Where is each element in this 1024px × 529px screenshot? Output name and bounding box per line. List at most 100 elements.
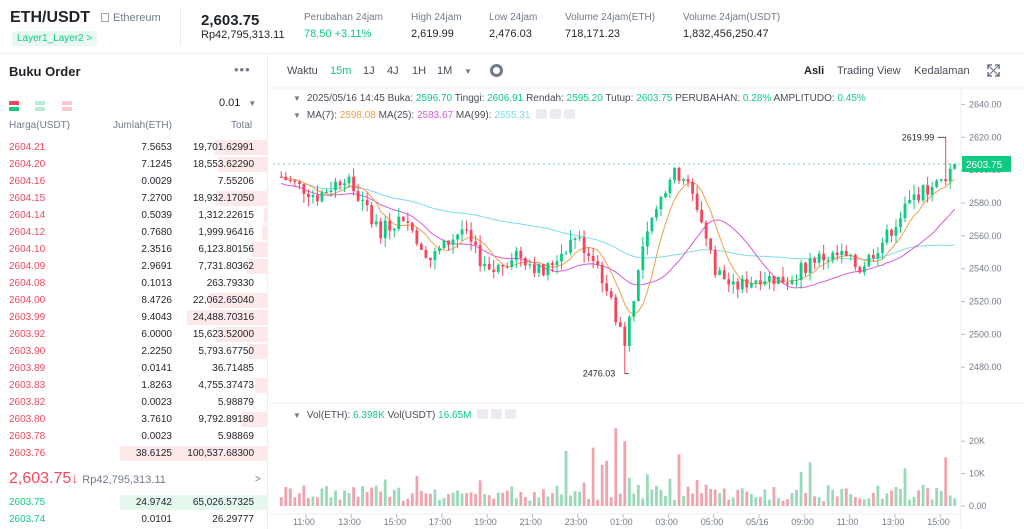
volume-bar <box>731 497 735 506</box>
ask-row[interactable]: 2604.15 7.2700 18,932.17050 <box>0 190 268 207</box>
close-icon[interactable] <box>505 409 517 419</box>
ask-row[interactable]: 2603.99 9.4043 24,488.70316 <box>0 309 268 326</box>
gear-icon[interactable] <box>490 64 503 77</box>
stat-low: Low 24jam 2,476.03 <box>489 12 538 40</box>
ask-row[interactable]: 2604.14 0.5039 1,312.22615 <box>0 207 268 224</box>
candle-body <box>293 180 297 182</box>
ask-row[interactable]: 2604.16 0.0029 7.55206 <box>0 173 268 190</box>
bid-price: 2603.75 <box>9 497 46 508</box>
mode-asks-icon[interactable] <box>61 101 72 111</box>
volume-bar <box>718 493 722 506</box>
mode-bids-icon[interactable] <box>35 101 46 111</box>
ask-row[interactable]: 2603.78 0.0023 5.98869 <box>0 428 268 445</box>
expand-icon[interactable] <box>987 64 1000 77</box>
candle-body <box>514 250 518 260</box>
volume-bar <box>297 493 301 506</box>
tab-15m[interactable]: 15m <box>330 65 352 77</box>
volume-bar <box>944 457 948 506</box>
volume-bar <box>618 493 622 506</box>
more-icon[interactable]: ••• <box>234 62 251 77</box>
candle-body <box>912 194 916 200</box>
settings-icon[interactable] <box>491 409 503 419</box>
volume-bar <box>523 497 527 506</box>
ask-row[interactable]: 2603.92 6.0000 15,623.52000 <box>0 326 268 343</box>
settings-icon[interactable] <box>550 109 562 119</box>
ask-row[interactable]: 2604.21 7.5653 19,701.62991 <box>0 139 268 156</box>
ask-row[interactable]: 2604.09 2.9691 7,731.80362 <box>0 258 268 275</box>
collapse-icon[interactable]: ▼ <box>293 411 301 420</box>
candle-body <box>727 279 731 285</box>
volume-bar <box>424 493 428 506</box>
precision-select[interactable]: 0.01 ▼ <box>219 97 257 109</box>
depth-bar <box>217 157 268 172</box>
ask-row[interactable]: 2603.90 2.2250 5,793.67750 <box>0 343 268 360</box>
bid-row[interactable]: 2603.75 24.9742 65,026.57325 <box>0 494 268 511</box>
candle-body <box>835 252 839 256</box>
mode-both-icon[interactable] <box>9 101 19 111</box>
ask-row[interactable]: 2603.80 3.7610 9,792.89180 <box>0 411 268 428</box>
tab-waktu[interactable]: Waktu <box>287 65 318 77</box>
volume-bar <box>329 497 333 506</box>
ask-row[interactable]: 2604.20 7.1245 18,553.62290 <box>0 156 268 173</box>
ask-row[interactable]: 2604.10 2.3516 6,123.80156 <box>0 241 268 258</box>
mid-price-row[interactable]: 2,603.75↓ Rp42,795,313.11 > <box>9 470 261 488</box>
tab-1j[interactable]: 1J <box>363 65 375 77</box>
ask-row[interactable]: 2603.82 0.0023 5.98879 <box>0 394 268 411</box>
volume-bar <box>835 496 839 506</box>
volume-bar <box>881 498 884 506</box>
volume-bar <box>383 479 387 506</box>
close-icon[interactable] <box>564 109 576 119</box>
collapse-icon[interactable]: ▼ <box>293 94 301 103</box>
volume-bar <box>668 478 672 506</box>
candle-body <box>284 176 288 180</box>
depth-bar <box>248 344 268 359</box>
view-asli[interactable]: Asli <box>804 65 825 77</box>
depth-bar <box>254 378 268 393</box>
candle-body <box>569 239 572 253</box>
candle-body <box>736 281 740 290</box>
candle-body <box>591 255 595 262</box>
candle-body <box>826 259 830 261</box>
volume-bar <box>564 450 568 506</box>
volume-bar <box>438 499 441 506</box>
volume-bar <box>867 498 871 506</box>
candle-body <box>451 239 455 245</box>
document-icon <box>101 13 109 22</box>
tab-1h[interactable]: 1H <box>412 65 427 77</box>
view-depth[interactable]: Kedalaman <box>914 65 970 77</box>
candle-body <box>447 240 450 245</box>
ask-row[interactable]: 2603.89 0.0141 36.71485 <box>0 360 268 377</box>
eye-icon[interactable] <box>536 109 548 119</box>
volume-bar <box>546 496 550 506</box>
ask-row[interactable]: 2604.00 8.4726 22,062.65040 <box>0 292 268 309</box>
candlestick-chart[interactable]: 2640.002620.002600.002580.002560.002540.… <box>269 55 1024 529</box>
candle-body <box>645 231 649 247</box>
price-tick-label: 2620.00 <box>969 132 1002 142</box>
stat-change: Perubahan 24jam 78.50 +3.11% <box>304 12 383 40</box>
volume-bar <box>487 495 491 506</box>
category-tag[interactable]: Layer1_Layer2 > <box>12 31 98 46</box>
ask-row[interactable]: 2604.12 0.7680 1,999.96416 <box>0 224 268 241</box>
eye-icon[interactable] <box>477 409 489 419</box>
tab-4j[interactable]: 4J <box>387 65 399 77</box>
candle-body <box>365 199 369 206</box>
candle-body <box>691 181 694 194</box>
ask-amount: 0.0023 <box>141 431 172 442</box>
ask-row[interactable]: 2603.76 38.6125 100,537.68300 <box>0 445 268 462</box>
candle-body <box>614 297 618 323</box>
volume-bar <box>740 488 744 506</box>
bid-rows: 2603.75 24.9742 65,026.57325 2603.74 0.0101 2… <box>0 494 268 528</box>
volume-bar <box>749 493 753 506</box>
tab-1m[interactable]: 1M <box>437 65 453 77</box>
volume-bar <box>465 493 468 506</box>
collapse-icon[interactable]: ▼ <box>293 111 301 120</box>
ask-rows: 2604.21 7.5653 19,701.62991 2604.20 7.1245 18… <box>0 139 268 462</box>
candle-body <box>822 253 826 261</box>
view-tradingview[interactable]: Trading View <box>837 65 901 77</box>
interval-chevron-icon[interactable]: ▼ <box>464 67 472 76</box>
bid-row[interactable]: 2603.74 0.0101 26.29777 <box>0 511 268 528</box>
ask-row[interactable]: 2603.83 1.8263 4,755.37473 <box>0 377 268 394</box>
candle-body <box>876 252 880 259</box>
pair-symbol[interactable]: ETH/USDT <box>10 9 90 26</box>
ask-row[interactable]: 2604.08 0.1013 263.79330 <box>0 275 268 292</box>
